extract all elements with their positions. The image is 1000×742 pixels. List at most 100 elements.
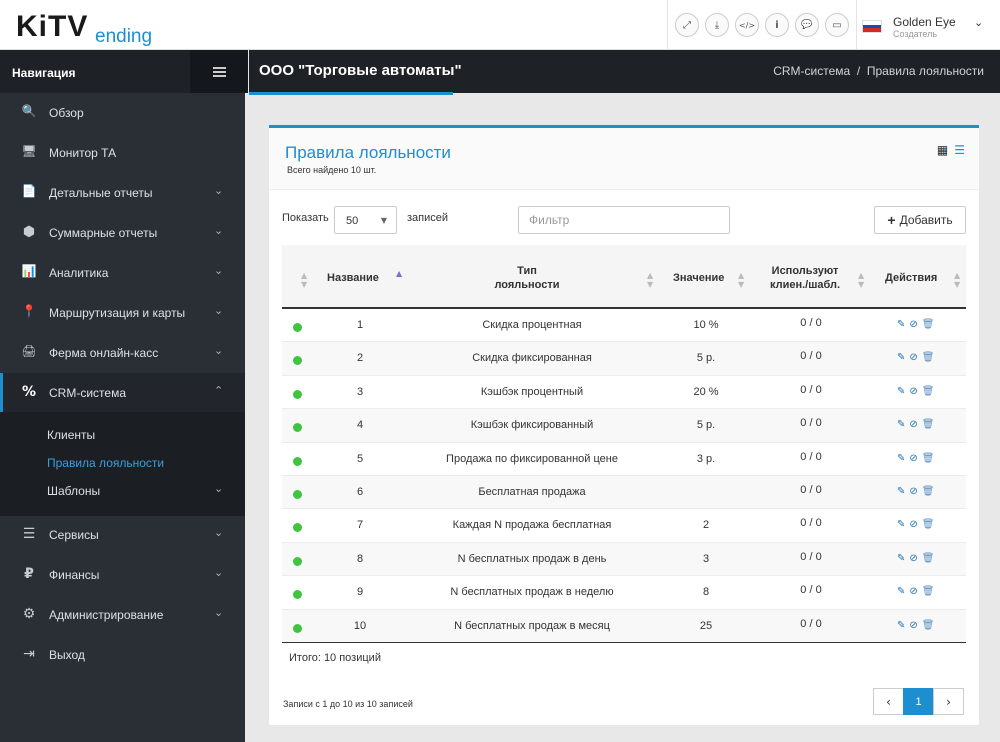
sidebar-item-label: CRM-система — [49, 386, 126, 400]
edit-icon[interactable]: ✎ — [897, 385, 910, 397]
table-row[interactable]: 8 N бесплатных продаж в день 3 0 / 0 ✎⊘🗑 — [282, 542, 966, 577]
download-icon[interactable]: ⤓ — [705, 13, 729, 37]
edit-icon[interactable]: ✎ — [897, 619, 910, 631]
column-header-value[interactable]: Значение — [673, 272, 725, 284]
table-row[interactable]: 5 Продажа по фиксированной цене 3 р. 0 /… — [282, 443, 966, 476]
sort-icon[interactable]: ▲ ▼ — [738, 271, 745, 289]
sidebar-item-logout[interactable]: ⇥ Выход — [0, 635, 245, 675]
cell-value: 25 — [699, 619, 713, 632]
chat-icon[interactable]: 💬 — [795, 13, 819, 37]
pagination-page-1[interactable]: 1 — [903, 688, 934, 715]
edit-icon[interactable]: ✎ — [897, 519, 910, 531]
trash-icon[interactable]: 🗑 — [921, 319, 939, 330]
sort-icon[interactable]: ▲ ▼ — [647, 271, 654, 289]
trash-icon[interactable]: 🗑 — [921, 385, 939, 397]
table-row[interactable]: 3 Кэшбэк процентный 20 % 0 / 0 ✎⊘🗑 — [282, 376, 966, 410]
edit-icon[interactable]: ✎ — [897, 452, 910, 464]
breadcrumb: CRM-система / Правила лояльности — [773, 64, 984, 78]
sidebar-item-crm[interactable]: % CRM-система ⌃ — [0, 373, 245, 413]
breadcrumb-crm[interactable]: CRM-система — [773, 64, 851, 78]
sort-icon[interactable]: ▲ ▼ — [301, 271, 308, 289]
disable-icon[interactable]: ⊘ — [909, 519, 922, 531]
bar-chart-icon: 📊 — [21, 264, 37, 278]
column-header-used[interactable]: Используют клиен./шабл. — [759, 264, 851, 292]
edit-icon[interactable]: ✎ — [897, 586, 910, 598]
disable-icon[interactable]: ⊘ — [909, 352, 922, 364]
disable-icon[interactable]: ⊘ — [909, 419, 922, 431]
pagination: ‹ 1 › — [873, 688, 964, 715]
table-row[interactable]: 2 Скидка фиксированная 5 р. 0 / 0 ✎⊘🗑 — [282, 342, 966, 376]
trash-icon[interactable]: 🗑 — [921, 552, 939, 564]
disable-icon[interactable]: ⊘ — [909, 452, 922, 464]
sidebar-item-services[interactable]: ☰ Сервисы ⌄ — [0, 515, 245, 555]
status-active-dot — [293, 423, 302, 433]
sidebar-item-summary-reports[interactable]: ⬢ Суммарные отчеты ⌄ — [0, 213, 245, 253]
pagination-prev-button[interactable]: ‹ — [873, 688, 904, 715]
hamburger-menu-icon[interactable] — [190, 50, 248, 93]
trash-icon[interactable]: 🗑 — [921, 419, 939, 431]
column-header-type[interactable]: Тип лояльности — [482, 264, 572, 292]
grid-view-icon[interactable]: ▦ — [936, 143, 949, 157]
list-view-icon[interactable]: ☰ — [954, 143, 965, 157]
table-total: Итого: 10 позиций — [289, 652, 381, 664]
sort-icon[interactable]: ▲ ▼ — [954, 271, 961, 289]
table-row[interactable]: 1 Скидка процентная 10 % 0 / 0 ✎⊘🗑 — [282, 309, 966, 343]
sidebar-item-finance[interactable]: ₽ Финансы ⌄ — [0, 555, 245, 595]
page-size-select[interactable]: 50 ▼ — [334, 206, 397, 234]
submenu-item-loyalty-rules[interactable]: Правила лояльности — [47, 456, 165, 470]
sidebar-item-monitor[interactable]: 🖥 Монитор ТА — [0, 133, 245, 173]
sidebar-item-administration[interactable]: ⚙ Администрирование ⌄ — [0, 595, 245, 635]
cell-name: 3 — [356, 385, 364, 398]
disable-icon[interactable]: ⊘ — [909, 485, 922, 497]
sidebar-item-analytics[interactable]: 📊 Аналитика ⌄ — [0, 253, 245, 293]
trash-icon[interactable]: 🗑 — [921, 586, 939, 598]
table-row[interactable]: 6 Бесплатная продажа 0 / 0 ✎⊘🗑 — [282, 475, 966, 510]
user-menu[interactable]: Golden Eye Создатель ⌄ — [860, 0, 1000, 50]
chevron-down-icon[interactable]: ⌄ — [974, 17, 984, 29]
edit-icon[interactable]: ✎ — [897, 352, 910, 364]
edit-icon[interactable]: ✎ — [897, 419, 910, 431]
sidebar-item-overview[interactable]: 🔍 Обзор — [0, 93, 245, 133]
trash-icon[interactable]: 🗑 — [921, 519, 939, 531]
trash-icon[interactable]: 🗑 — [921, 619, 939, 631]
sidebar-item-label: Выход — [49, 648, 85, 662]
info-icon[interactable]: i — [765, 13, 789, 37]
edit-icon[interactable]: ✎ — [897, 319, 910, 330]
show-label: Показать — [282, 212, 329, 224]
card-icon[interactable]: ▭ — [825, 13, 849, 37]
disable-icon[interactable]: ⊘ — [909, 586, 922, 598]
column-header-name[interactable]: Название — [327, 272, 379, 284]
sidebar-item-cash-farm[interactable]: 🖨 Ферма онлайн-касс ⌄ — [0, 333, 245, 373]
table-row[interactable]: 7 Каждая N продажа бесплатная 2 0 / 0 ✎⊘… — [282, 509, 966, 543]
disable-icon[interactable]: ⊘ — [909, 385, 922, 397]
sidebar-item-routing[interactable]: 📍 Маршрутизация и карты ⌄ — [0, 293, 245, 333]
edit-icon[interactable]: ✎ — [897, 485, 910, 497]
status-active-dot — [293, 590, 302, 600]
logout-icon: ⇥ — [23, 646, 35, 662]
edit-icon[interactable]: ✎ — [897, 552, 910, 564]
table-row[interactable]: 9 N бесплатных продаж в неделю 8 0 / 0 ✎… — [282, 576, 966, 610]
table-row[interactable]: 4 Кэшбэк фиксированный 5 р. 0 / 0 ✎⊘🗑 — [282, 409, 966, 443]
cell-value: 8 — [702, 586, 710, 599]
sort-asc-icon[interactable]: ▲ — [396, 269, 403, 278]
disable-icon[interactable]: ⊘ — [909, 619, 922, 631]
filter-input[interactable] — [518, 206, 730, 234]
trash-icon[interactable]: 🗑 — [921, 352, 939, 364]
submenu-item-templates[interactable]: Шаблоны — [47, 484, 101, 498]
disable-icon[interactable]: ⊘ — [909, 552, 922, 564]
pagination-next-button[interactable]: › — [933, 688, 964, 715]
sidebar-item-detailed-reports[interactable]: 📄 Детальные отчеты ⌄ — [0, 173, 245, 213]
submenu-item-clients[interactable]: Клиенты — [47, 428, 96, 442]
chevron-up-icon: ⌃ — [214, 384, 224, 397]
table-row[interactable]: 10 N бесплатных продаж в месяц 25 0 / 0 … — [282, 609, 966, 643]
cell-used: 0 / 0 — [800, 617, 822, 630]
expand-icon[interactable]: ⤢ — [675, 13, 699, 37]
cell-used: 0 / 0 — [800, 450, 822, 463]
sort-icon[interactable]: ▲ ▼ — [858, 271, 865, 289]
disable-icon[interactable]: ⊘ — [909, 319, 922, 330]
trash-icon[interactable]: 🗑 — [921, 452, 939, 464]
card-header: Правила лояльности Всего найдено 10 шт. … — [269, 128, 979, 190]
add-button[interactable]: + Добавить — [874, 206, 966, 234]
code-icon[interactable]: </> — [735, 13, 759, 37]
trash-icon[interactable]: 🗑 — [921, 485, 939, 497]
